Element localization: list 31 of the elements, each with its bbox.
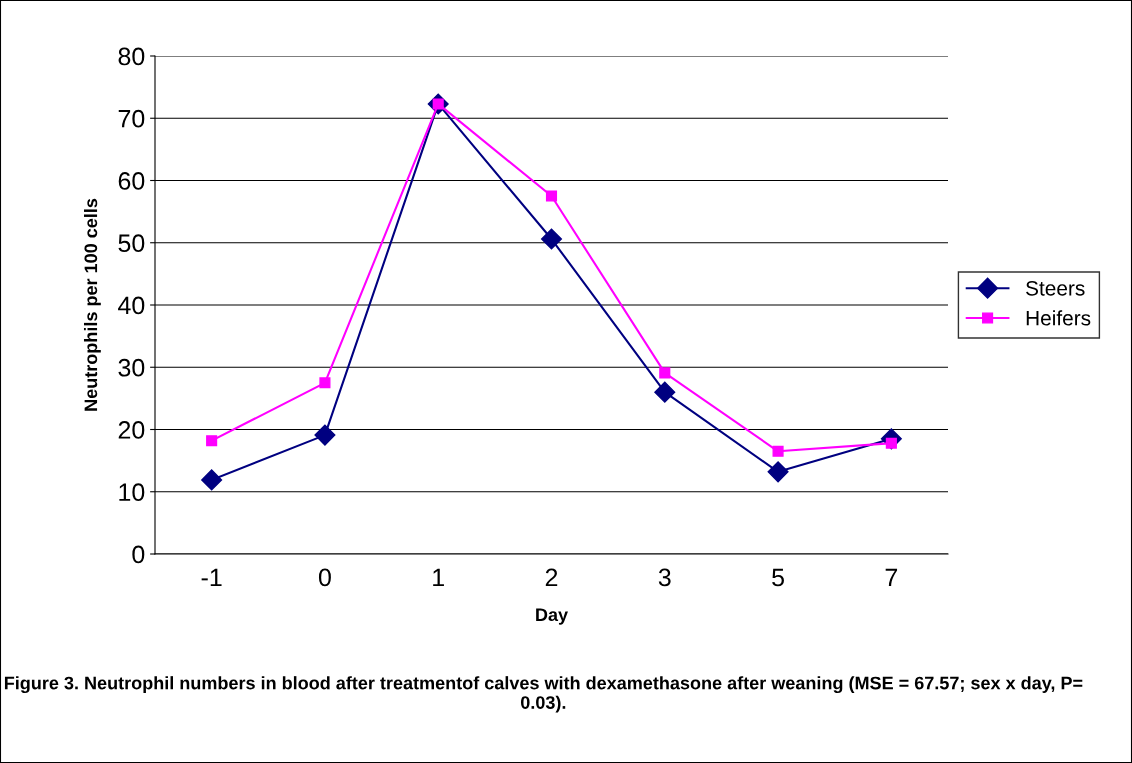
legend-label: Heifers: [1026, 310, 1091, 326]
y-tick-label: 70: [118, 109, 145, 128]
x-tick-label: -1: [201, 568, 222, 587]
point: [201, 469, 223, 491]
point: [206, 435, 218, 447]
y-tick-label: 20: [118, 421, 145, 439]
x-tick-label: 5: [772, 568, 784, 587]
y-tick-label: 40: [118, 296, 145, 315]
y-tick-label: 50: [118, 234, 145, 253]
point: [772, 445, 784, 457]
x-tick-label: 2: [545, 568, 558, 587]
x-tick-label: 1: [433, 568, 444, 587]
y-tick-label: 10: [119, 483, 145, 502]
legend-label: Steers: [1026, 280, 1085, 296]
caption: Figure 3. Neutrophil numbers in blood after treatmentof calves with dexamethasone after weaning (MSE = 67.57; sex x day, P= 0.03).: [4, 676, 1083, 713]
x-tick-label: 3: [658, 568, 671, 587]
point: [659, 367, 671, 379]
point: [654, 381, 676, 403]
x-tick-label: 0: [318, 568, 331, 587]
point: [545, 190, 558, 202]
y-axis-title: Neutrophils per 100 cells: [83, 198, 101, 411]
y-tick-label: 30: [118, 358, 145, 377]
y-tick-label: 0: [132, 545, 145, 564]
x-tick-label: 7: [885, 568, 898, 587]
point: [314, 424, 336, 446]
point: [767, 461, 789, 483]
point: [540, 228, 563, 250]
y-tick-label: 60: [118, 172, 145, 190]
point: [319, 377, 331, 389]
x-axis-title: Day: [536, 608, 568, 625]
y-tick-label: 80: [118, 47, 145, 66]
